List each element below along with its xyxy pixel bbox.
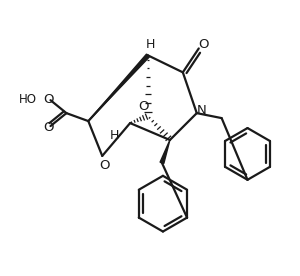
Text: O: O (138, 100, 148, 113)
Polygon shape (160, 140, 170, 163)
Text: O: O (43, 93, 54, 106)
Text: HO: HO (19, 93, 37, 106)
Text: O: O (199, 38, 209, 51)
Polygon shape (88, 54, 149, 121)
Text: N: N (197, 104, 207, 117)
Text: H: H (145, 38, 155, 51)
Text: O: O (43, 121, 54, 134)
Text: O: O (99, 159, 110, 172)
Text: H: H (110, 129, 119, 142)
